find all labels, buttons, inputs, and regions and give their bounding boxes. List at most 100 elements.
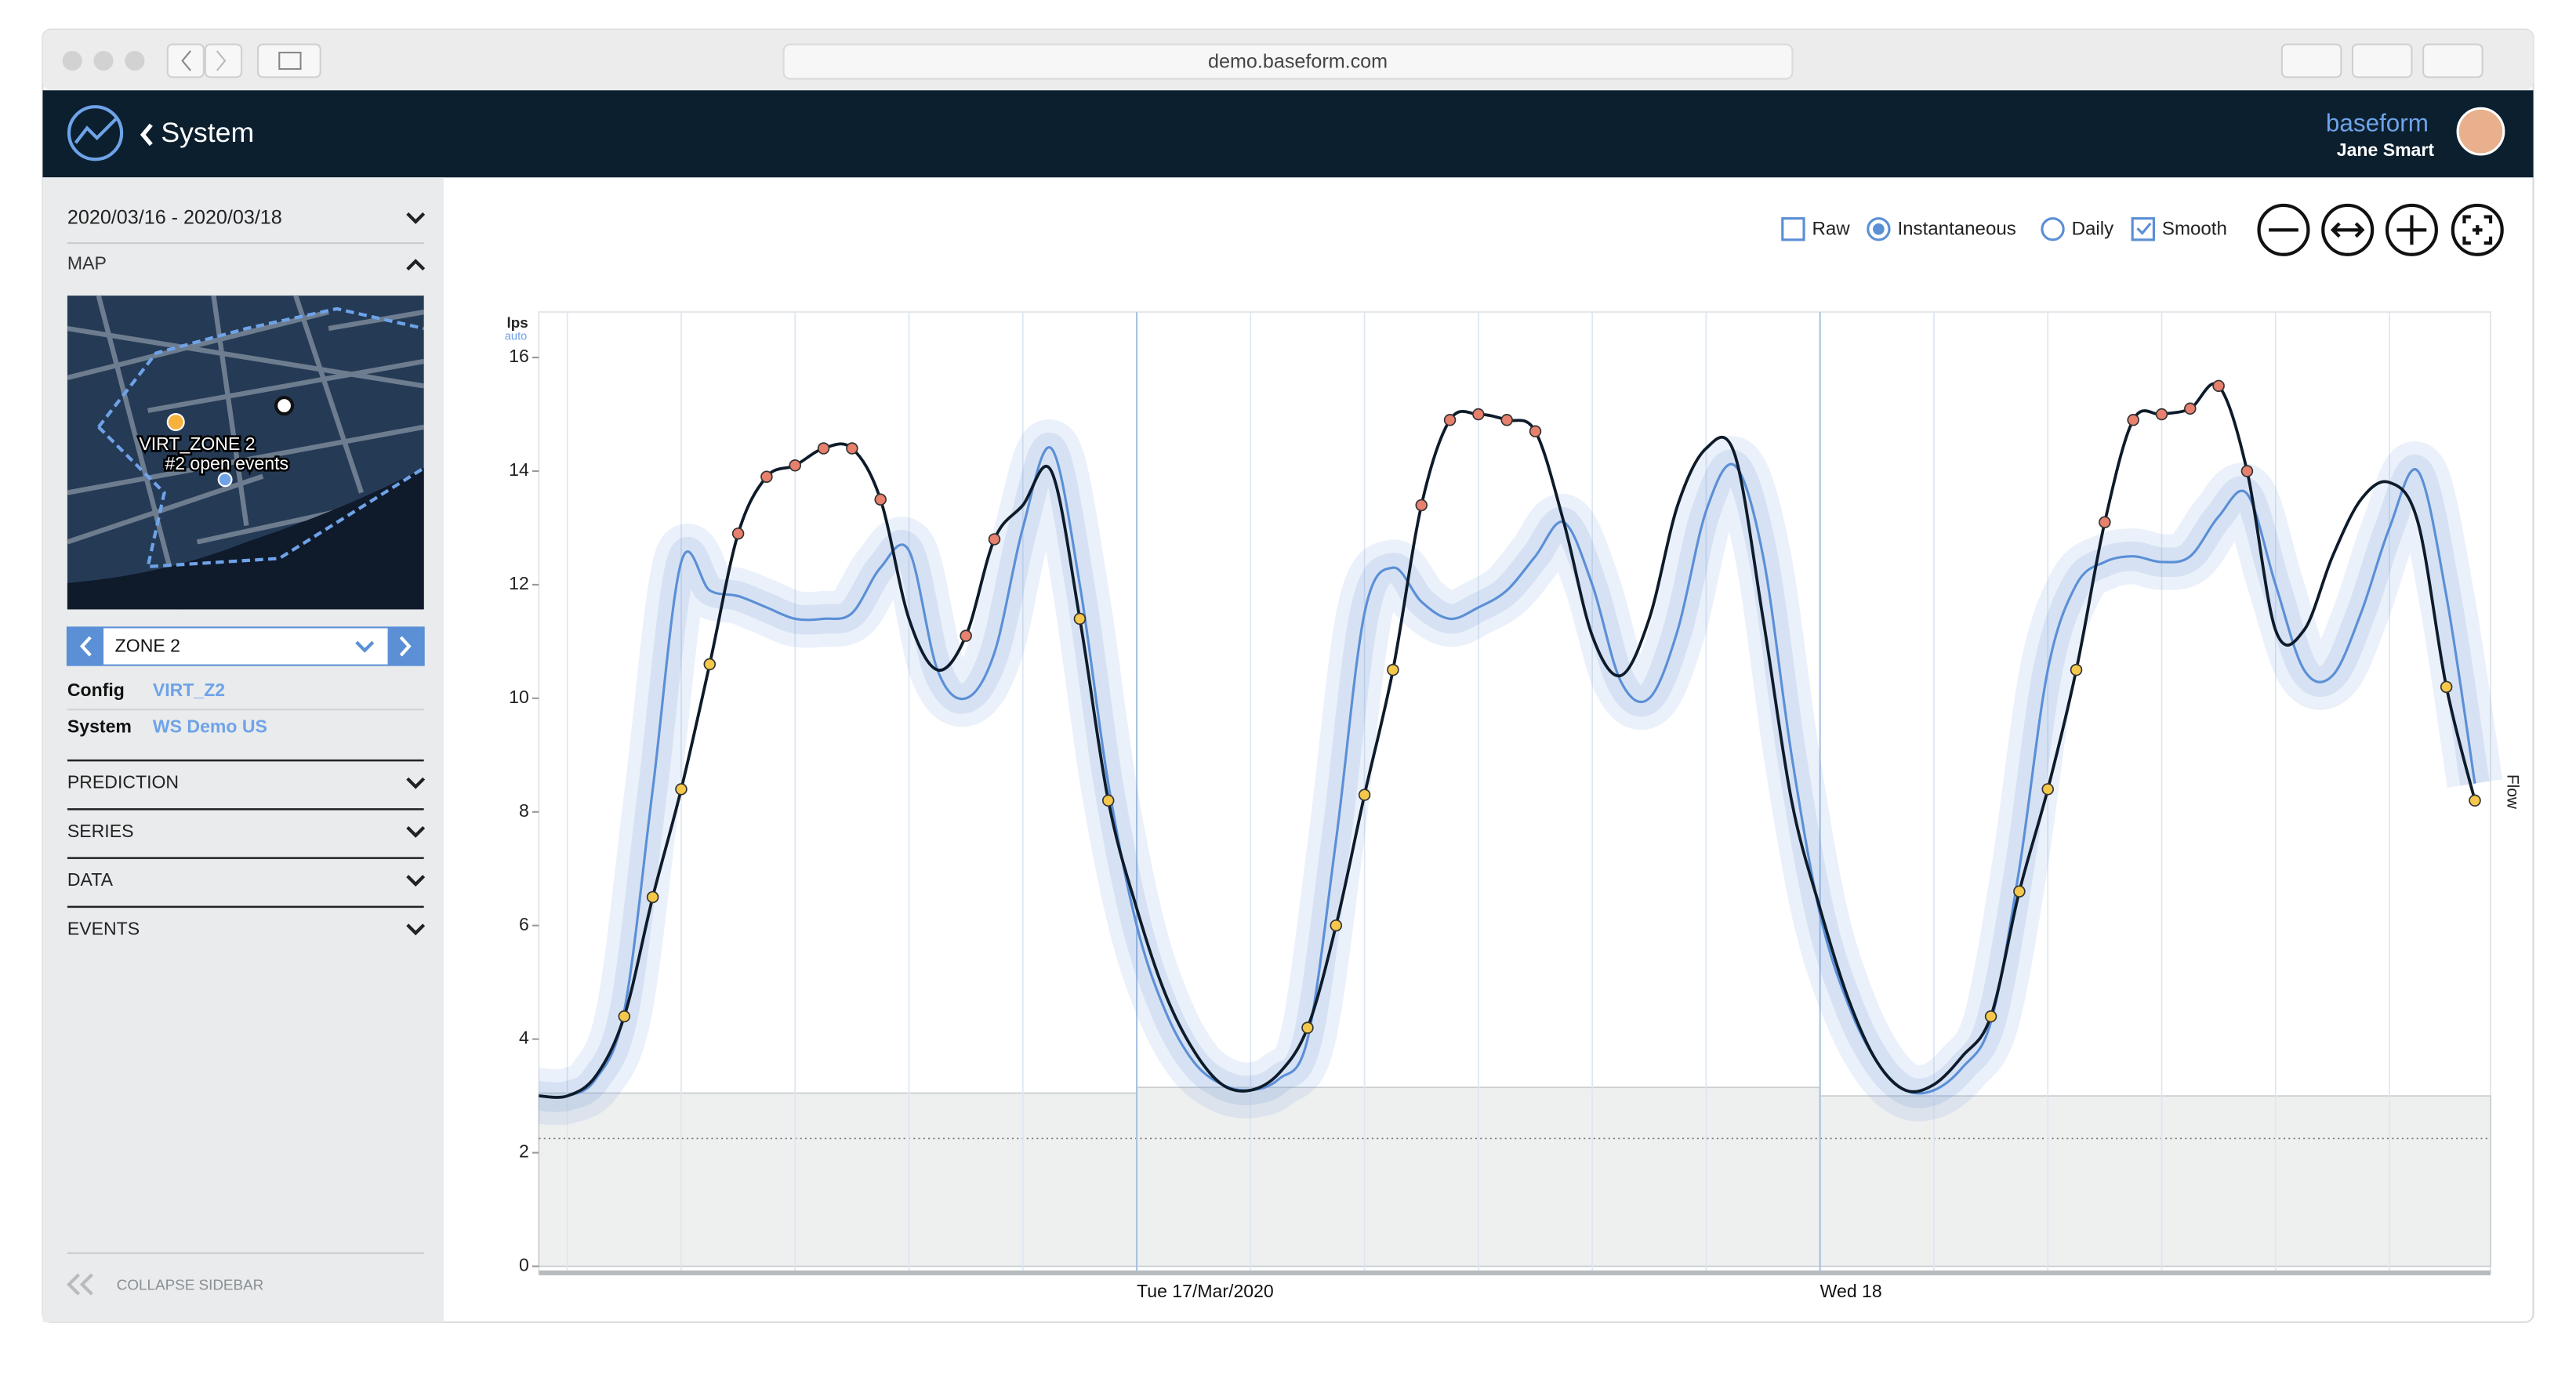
option-label[interactable]: Raw	[1812, 219, 1851, 240]
window-close[interactable]	[62, 50, 82, 71]
event-point	[846, 442, 858, 455]
zone-next[interactable]	[387, 627, 424, 665]
chevron[interactable]	[406, 259, 426, 271]
chevron[interactable]	[406, 212, 426, 224]
event-point	[2155, 408, 2168, 421]
option-label[interactable]: Daily	[2072, 219, 2114, 240]
zone-name: ZONE 2	[115, 636, 180, 656]
chart: lps auto Flow Tue 17/Mar/2020 Wed 18 0 2 4 6 8…	[505, 311, 2522, 1301]
share-button[interactable]	[2351, 43, 2413, 78]
check-mark	[2136, 222, 2152, 235]
forward-icon	[216, 50, 227, 71]
y-tick-label: 12	[509, 573, 529, 593]
y-tick-label: 10	[509, 687, 529, 707]
avatar[interactable]	[2456, 107, 2505, 156]
event-point	[1301, 1021, 1314, 1034]
zoom-out[interactable]	[2257, 203, 2310, 256]
radio-dot	[1873, 223, 1885, 235]
url-bar[interactable]	[782, 43, 1794, 80]
logo[interactable]	[67, 105, 124, 161]
event-point	[1443, 414, 1457, 426]
fit-icon	[2330, 222, 2365, 238]
event-point	[2041, 783, 2054, 796]
logo-mark	[74, 117, 118, 144]
section-title[interactable]: EVENTS	[67, 918, 140, 938]
option-label[interactable]: Smooth	[2162, 219, 2227, 240]
section-title[interactable]: SERIES	[67, 821, 134, 841]
event-point	[817, 442, 830, 455]
checkbox[interactable]	[1781, 217, 1805, 241]
event-point	[2070, 663, 2083, 676]
event-point	[703, 658, 717, 671]
baseline-band	[1819, 1095, 2491, 1267]
x-tick-label: Wed 18	[1820, 1281, 1882, 1301]
zone-boundary	[97, 306, 425, 569]
option-label[interactable]: Instantaneous	[1897, 219, 2015, 240]
series-line	[539, 446, 2476, 1099]
event-point	[618, 1010, 631, 1023]
chevron[interactable]	[406, 923, 426, 936]
back-button[interactable]	[166, 43, 205, 78]
chevron[interactable]	[406, 875, 426, 887]
event-point	[1330, 919, 1343, 932]
event-point	[1415, 499, 1428, 512]
section-title[interactable]: DATA	[67, 869, 114, 890]
map-marker[interactable]	[274, 395, 295, 416]
sidebar-icon	[278, 52, 302, 71]
y-axis-sublabel: auto	[505, 330, 528, 343]
event-point	[2440, 680, 2453, 694]
event-point	[2013, 885, 2026, 898]
zoom-buttons	[2257, 203, 2504, 256]
next-icon	[399, 636, 412, 657]
event-point	[960, 629, 972, 642]
forward-button[interactable]	[204, 43, 243, 78]
fit-width[interactable]	[2321, 203, 2375, 256]
window-zoom[interactable]	[125, 50, 145, 71]
sections: PREDICTION SERIES DATA EVENTS	[67, 759, 426, 938]
map-water	[67, 468, 424, 610]
event-point	[1529, 425, 1542, 438]
section-title[interactable]: PREDICTION	[67, 772, 179, 792]
prev-icon	[79, 636, 92, 657]
map-label: #2 open events	[165, 453, 288, 473]
event-point	[1073, 612, 1087, 626]
y-tick-label: 0	[519, 1255, 529, 1275]
dropdown-icon	[355, 640, 375, 653]
view-options: Raw Instantaneous Daily Smooth	[1781, 217, 2227, 241]
collapse-icon[interactable]	[67, 1273, 93, 1296]
url: demo.baseform.com	[1208, 50, 1388, 72]
extent-icon	[2462, 215, 2493, 245]
download-button[interactable]	[2280, 43, 2342, 78]
zone-prev[interactable]	[67, 627, 104, 665]
collapse-sidebar[interactable]: COLLAPSE SIDEBAR	[117, 1277, 263, 1293]
map-marker[interactable]	[217, 472, 233, 488]
field-value[interactable]: VIRT_Z2	[153, 680, 225, 700]
event-point	[1500, 414, 1513, 426]
right-axis-label: Flow	[2504, 774, 2522, 810]
window-minimize[interactable]	[93, 50, 114, 71]
x-tick-label: Tue 17/Mar/2020	[1137, 1281, 1274, 1301]
event-point	[1472, 408, 1485, 421]
y-tick-label: 14	[509, 459, 529, 480]
user-name: Jane Smart	[2337, 140, 2435, 160]
chevron[interactable]	[406, 825, 426, 838]
event-point	[1387, 663, 1399, 676]
chevron[interactable]	[406, 777, 426, 789]
zoom-in[interactable]	[2385, 203, 2438, 256]
tabs-button[interactable]	[2422, 43, 2483, 78]
event-point	[2099, 516, 2111, 528]
checkbox[interactable]	[2131, 217, 2155, 241]
event-point	[1984, 1010, 1997, 1023]
radio[interactable]	[2041, 217, 2065, 241]
map-marker[interactable]	[166, 412, 185, 432]
zoom-extent[interactable]	[2451, 203, 2504, 256]
field-value[interactable]: WS Demo US	[153, 716, 267, 736]
event-point	[731, 527, 745, 540]
date-range[interactable]: 2020/03/16 - 2020/03/18	[67, 206, 282, 228]
zone-select[interactable]	[66, 626, 425, 666]
back-chevron[interactable]	[140, 123, 153, 147]
sidebar-button[interactable]	[256, 43, 321, 78]
fields: Config VIRT_Z2 System WS Demo US	[67, 680, 424, 736]
y-tick-label: 4	[519, 1028, 529, 1048]
